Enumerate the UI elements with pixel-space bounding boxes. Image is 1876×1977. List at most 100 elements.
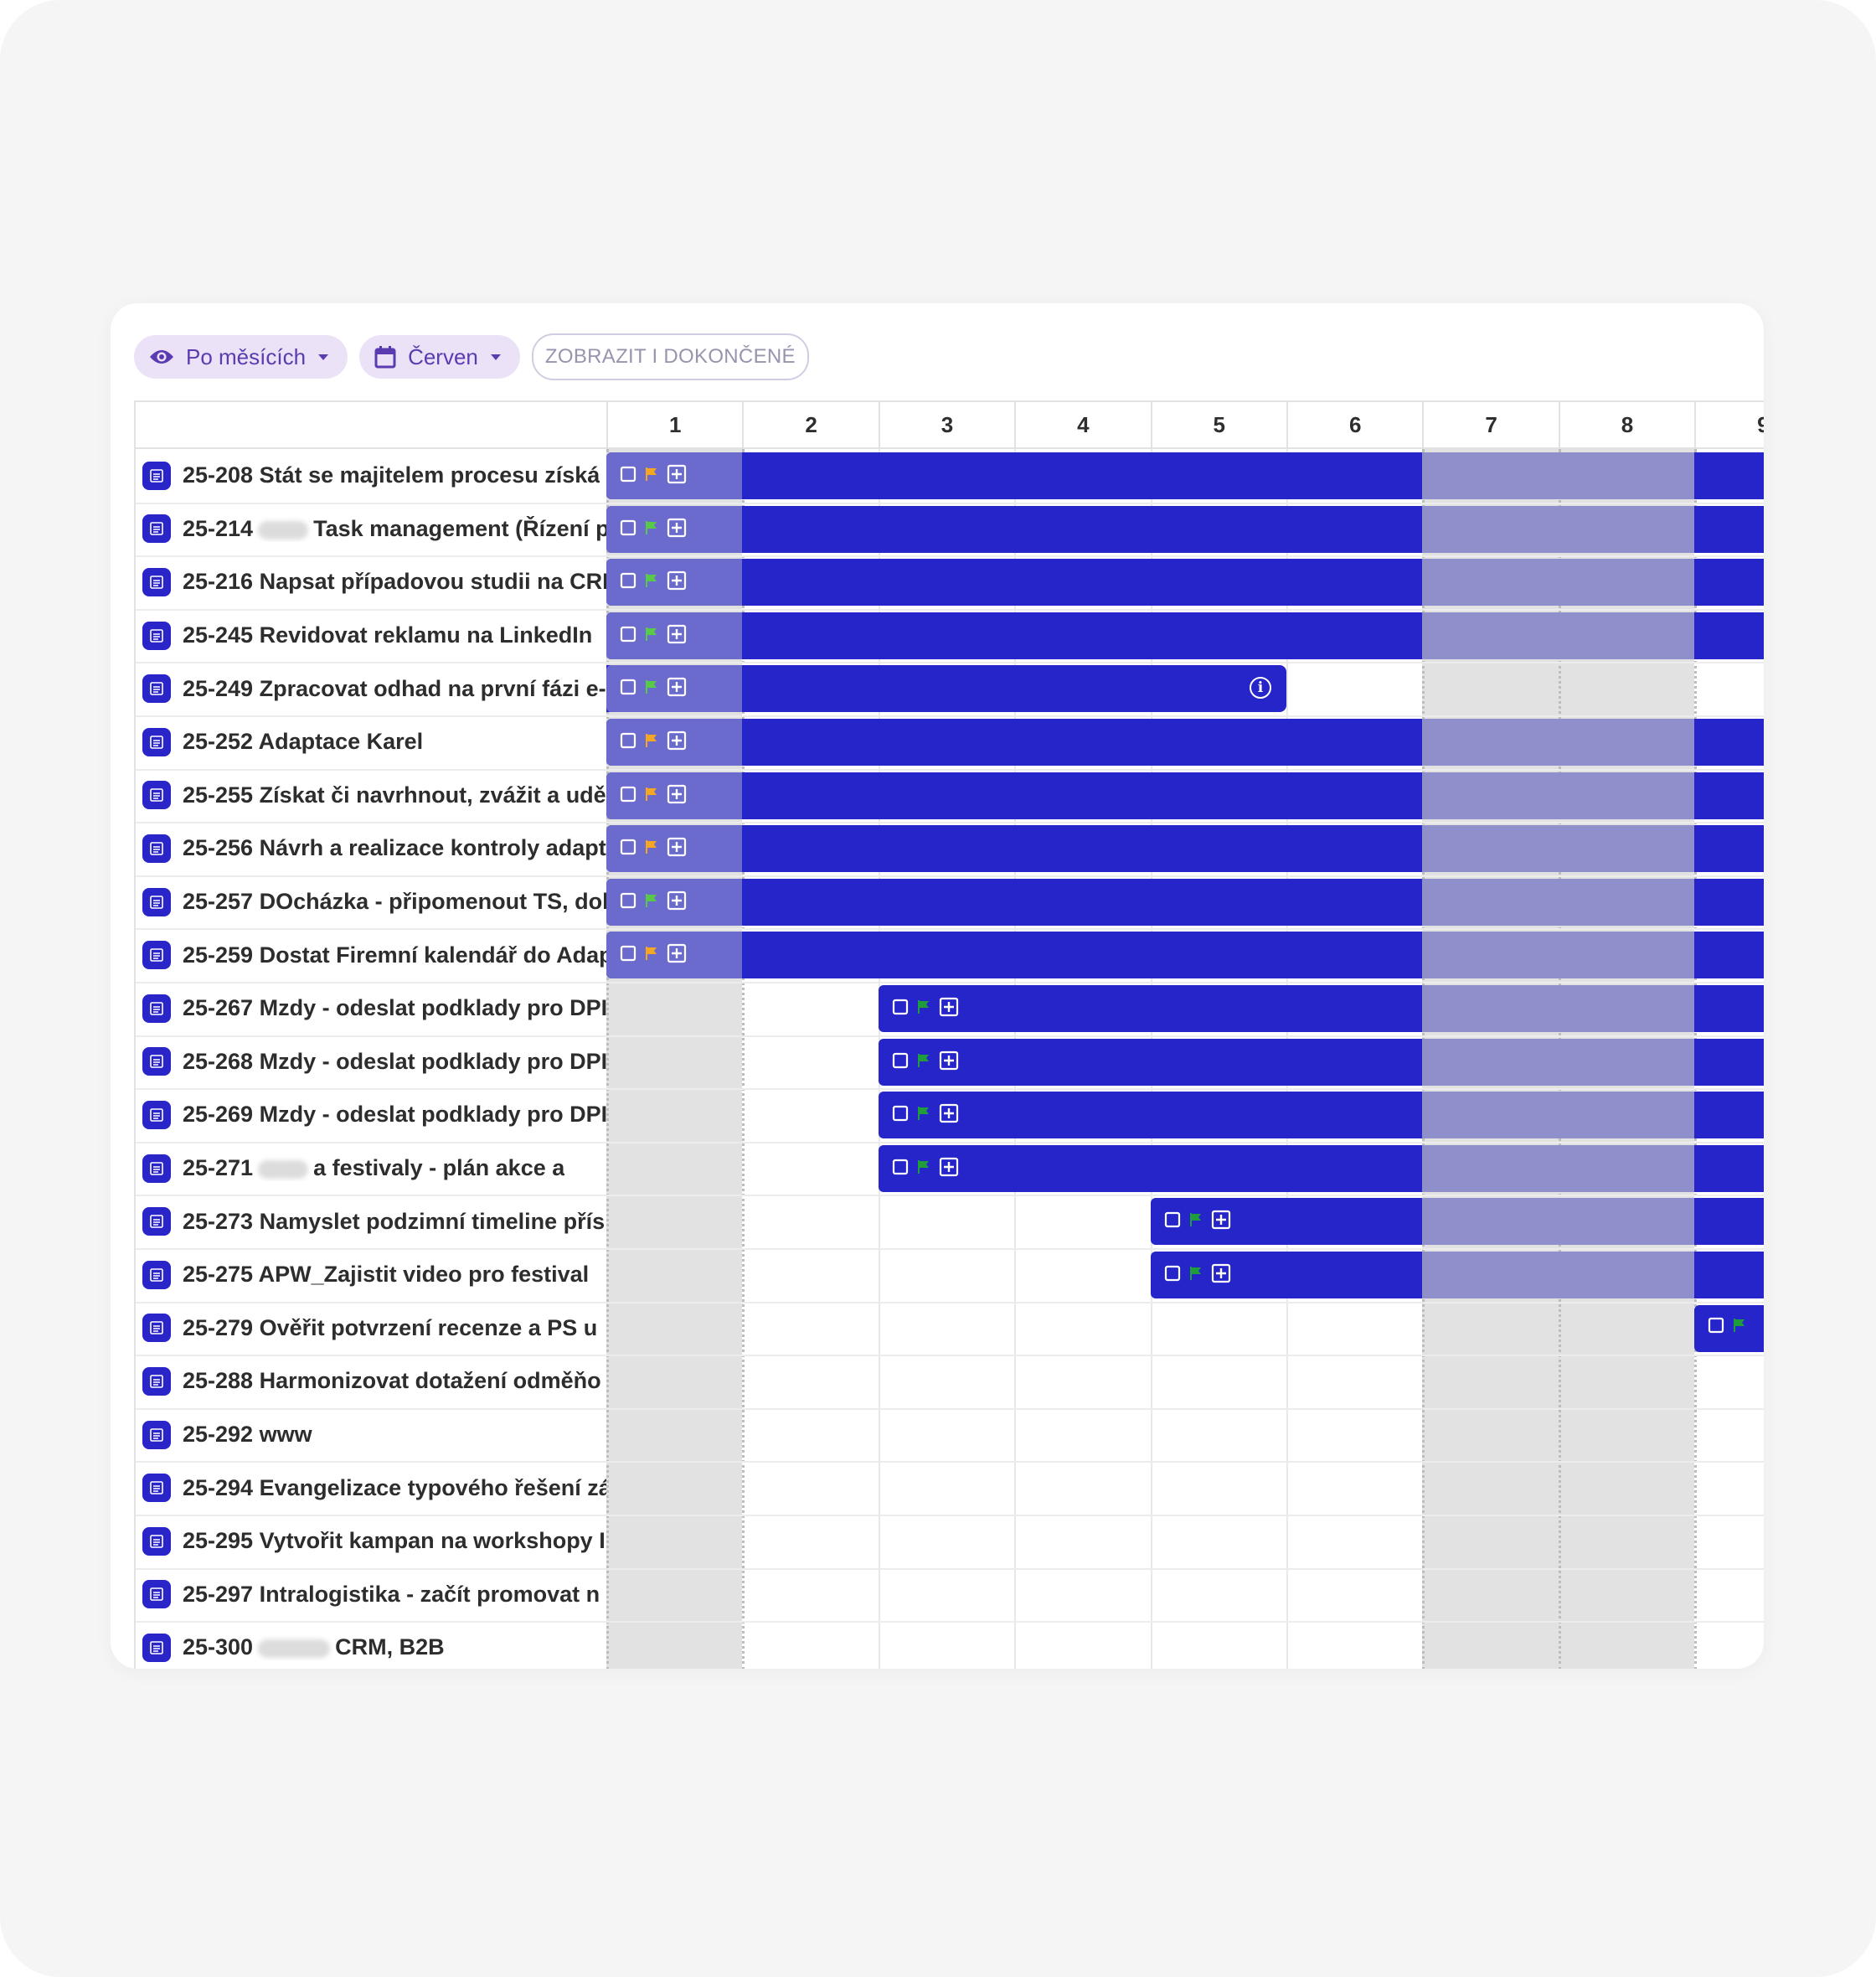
flag-icon[interactable] <box>645 679 658 699</box>
flag-icon[interactable] <box>645 733 658 752</box>
checkbox-icon[interactable] <box>1164 1265 1181 1286</box>
task-name-cell[interactable]: 25-245 Revidovat reklamu na LinkedIn <box>136 609 606 663</box>
month-dropdown[interactable]: Červen <box>359 335 520 379</box>
checkbox-icon[interactable] <box>892 999 909 1019</box>
task-bar[interactable] <box>606 612 1764 659</box>
task-row[interactable]: 25-269 Mzdy - odeslat podklady pro DPI <box>136 1088 1764 1142</box>
task-name-cell[interactable]: 25-216 Napsat případovou studii na CRI <box>136 555 606 609</box>
checkbox-icon[interactable] <box>620 679 636 699</box>
task-row[interactable]: 25-214 Task management (Řízení p <box>136 503 1764 556</box>
task-row[interactable]: 25-300 CRM, B2B <box>136 1621 1764 1669</box>
task-row[interactable]: 25-267 Mzdy - odeslat podklady pro DPI <box>136 982 1764 1035</box>
flag-icon[interactable] <box>917 999 930 1019</box>
task-row[interactable]: 25-273 Namyslet podzimní timeline přís <box>136 1195 1764 1248</box>
checkbox-icon[interactable] <box>892 1105 909 1126</box>
task-name-cell[interactable]: 25-273 Namyslet podzimní timeline přís <box>136 1195 606 1248</box>
plus-square-icon[interactable] <box>667 784 687 808</box>
flag-icon[interactable] <box>1189 1212 1203 1231</box>
task-row[interactable]: 25-292 www <box>136 1408 1764 1462</box>
checkbox-icon[interactable] <box>620 466 636 487</box>
task-name-cell[interactable]: 25-269 Mzdy - odeslat podklady pro DPI <box>136 1088 606 1142</box>
task-name-cell[interactable]: 25-252 Adaptace Karel <box>136 715 606 769</box>
flag-icon[interactable] <box>645 946 658 965</box>
task-bar[interactable] <box>878 1038 1764 1086</box>
flag-icon[interactable] <box>645 893 658 912</box>
plus-square-icon[interactable] <box>667 890 687 915</box>
flag-icon[interactable] <box>645 573 658 592</box>
task-bar[interactable] <box>606 825 1764 873</box>
view-mode-dropdown[interactable]: Po měsících <box>134 335 348 379</box>
task-row[interactable]: 25-216 Napsat případovou studii na CRI <box>136 555 1764 609</box>
task-bar[interactable] <box>1150 1252 1764 1298</box>
flag-icon[interactable] <box>917 1053 930 1072</box>
task-name-cell[interactable]: 25-288 Harmonizovat dotažení odměňo <box>136 1355 606 1408</box>
flag-icon[interactable] <box>917 1106 930 1125</box>
task-bar[interactable] <box>606 505 1764 553</box>
flag-icon[interactable] <box>645 839 658 859</box>
task-row[interactable]: 25-279 Ověřit potvrzení recenze a PS u <box>136 1302 1764 1355</box>
flag-icon[interactable] <box>645 627 658 646</box>
checkbox-icon[interactable] <box>1164 1211 1181 1232</box>
task-name-cell[interactable]: 25-255 Získat či navrhnout, zvážit a udě <box>136 769 606 823</box>
plus-square-icon[interactable] <box>939 1050 959 1075</box>
flag-icon[interactable] <box>645 467 658 486</box>
task-name-cell[interactable]: 25-297 Intralogistika - začít promovat n <box>136 1568 606 1622</box>
flag-icon[interactable] <box>1733 1318 1746 1337</box>
task-bar[interactable] <box>606 932 1764 979</box>
task-name-cell[interactable]: 25-271 a festivaly - plán akce a <box>136 1142 606 1195</box>
plus-square-icon[interactable] <box>667 677 687 701</box>
flag-icon[interactable] <box>645 520 658 539</box>
task-name-cell[interactable]: 25-292 www <box>136 1408 606 1462</box>
task-bar[interactable] <box>606 719 1764 766</box>
task-row[interactable]: 25-249 Zpracovat odhad na první fázi e-i <box>136 662 1764 715</box>
plus-square-icon[interactable] <box>939 1103 959 1128</box>
task-row[interactable]: 25-252 Adaptace Karel <box>136 715 1764 769</box>
task-bar[interactable] <box>606 452 1764 499</box>
task-name-cell[interactable]: 25-259 Dostat Firemní kalendář do Adap <box>136 928 606 982</box>
task-name-cell[interactable]: 25-267 Mzdy - odeslat podklady pro DPI <box>136 982 606 1035</box>
plus-square-icon[interactable] <box>667 624 687 648</box>
info-icon[interactable]: i <box>1250 677 1271 699</box>
task-row[interactable]: 25-275 APW_Zajistit video pro festival <box>136 1248 1764 1302</box>
task-name-cell[interactable]: 25-294 Evangelizace typového řešení zá <box>136 1461 606 1515</box>
task-name-cell[interactable]: 25-279 Ověřit potvrzení recenze a PS u <box>136 1302 606 1355</box>
task-bar[interactable] <box>878 1092 1764 1139</box>
task-bar[interactable] <box>1150 1198 1764 1246</box>
checkbox-icon[interactable] <box>620 786 636 807</box>
plus-square-icon[interactable] <box>1211 1263 1231 1288</box>
checkbox-icon[interactable] <box>620 572 636 593</box>
task-row[interactable]: 25-268 Mzdy - odeslat podklady pro DPI <box>136 1035 1764 1089</box>
task-name-cell[interactable]: 25-275 APW_Zajistit video pro festival <box>136 1248 606 1302</box>
plus-square-icon[interactable] <box>939 997 959 1021</box>
plus-square-icon[interactable] <box>939 1157 959 1181</box>
task-name-cell[interactable]: 25-249 Zpracovat odhad na první fázi e- <box>136 662 606 715</box>
plus-square-icon[interactable] <box>667 730 687 755</box>
task-row[interactable]: 25-295 Vytvořit kampan na workshopy I <box>136 1515 1764 1568</box>
task-row[interactable]: 25-208 Stát se majitelem procesu získá <box>136 449 1764 503</box>
task-name-cell[interactable]: 25-214 Task management (Řízení p <box>136 503 606 556</box>
task-row[interactable]: 25-271 a festivaly - plán akce a <box>136 1142 1764 1195</box>
checkbox-icon[interactable] <box>620 519 636 540</box>
task-name-cell[interactable]: 25-268 Mzdy - odeslat podklady pro DPI <box>136 1035 606 1089</box>
task-row[interactable]: 25-294 Evangelizace typového řešení zá <box>136 1461 1764 1515</box>
task-bar[interactable] <box>878 1144 1764 1192</box>
task-bar[interactable] <box>606 772 1764 819</box>
task-name-cell[interactable]: 25-295 Vytvořit kampan na workshopy I <box>136 1515 606 1568</box>
task-name-cell[interactable]: 25-208 Stát se majitelem procesu získá <box>136 449 606 503</box>
task-bar[interactable]: i <box>606 665 1286 713</box>
task-row[interactable]: 25-297 Intralogistika - začít promovat n <box>136 1568 1764 1622</box>
checkbox-icon[interactable] <box>620 626 636 647</box>
task-row[interactable]: 25-245 Revidovat reklamu na LinkedIn <box>136 609 1764 663</box>
checkbox-icon[interactable] <box>620 892 636 913</box>
plus-square-icon[interactable] <box>667 943 687 968</box>
show-completed-button[interactable]: ZOBRAZIT I DOKONČENÉ <box>531 333 809 380</box>
task-row[interactable]: 25-288 Harmonizovat dotažení odměňo <box>136 1355 1764 1408</box>
task-row[interactable]: 25-256 Návrh a realizace kontroly adapt <box>136 822 1764 875</box>
task-name-cell[interactable]: 25-256 Návrh a realizace kontroly adapt <box>136 822 606 875</box>
task-name-cell[interactable]: 25-257 DOcházka - připomenout TS, dol <box>136 875 606 929</box>
task-row[interactable]: 25-255 Získat či navrhnout, zvážit a udě <box>136 769 1764 823</box>
task-row[interactable]: 25-259 Dostat Firemní kalendář do Adap <box>136 928 1764 982</box>
task-name-cell[interactable]: 25-300 CRM, B2B <box>136 1621 606 1669</box>
plus-square-icon[interactable] <box>667 570 687 595</box>
checkbox-icon[interactable] <box>620 945 636 966</box>
